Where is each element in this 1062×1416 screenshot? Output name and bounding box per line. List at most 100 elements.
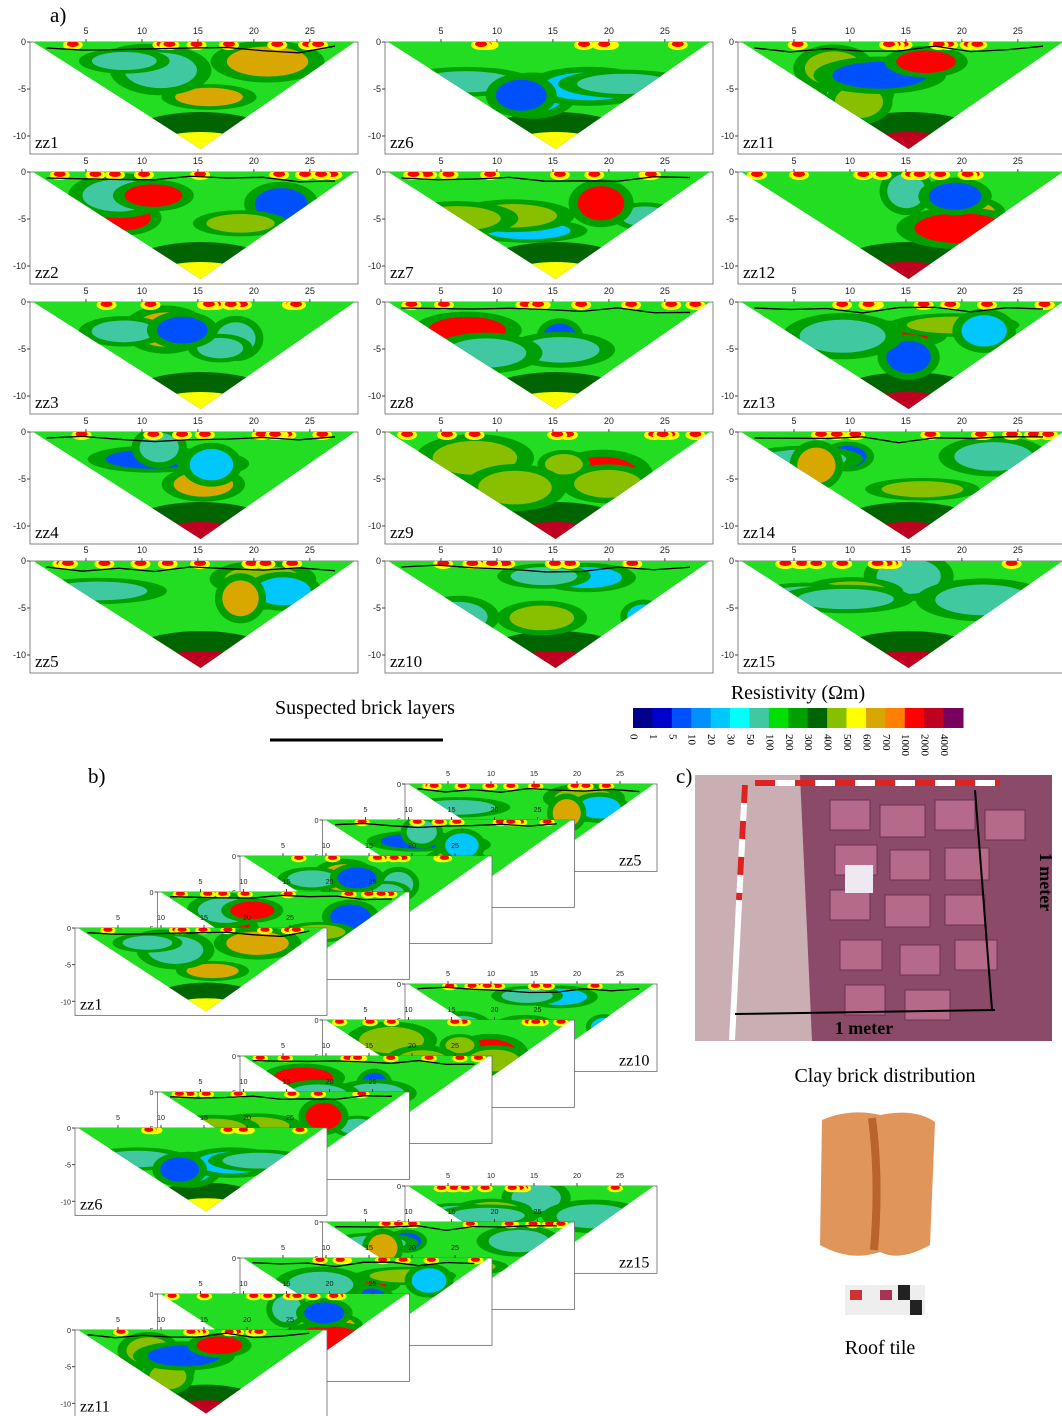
x-tick-label: 5: [83, 545, 88, 555]
anomaly: [412, 1268, 447, 1292]
colorbar-swatch: [808, 708, 828, 728]
x-tick-label: 10: [405, 1207, 413, 1216]
x-tick-label: 25: [660, 545, 670, 555]
x-tick-label: 15: [530, 969, 538, 978]
roof-tile-groove: [872, 1118, 877, 1250]
panel-c: 1 meter 1 meter Clay brick distribution …: [695, 775, 1056, 1359]
colorbar-swatch: [672, 708, 692, 728]
x-tick-label: 25: [534, 1005, 542, 1014]
x-tick-label: 25: [305, 545, 315, 555]
x-tick-label: 10: [137, 545, 147, 555]
x-tick-label: 20: [957, 545, 967, 555]
anomaly: [306, 1103, 342, 1130]
x-tick-label: 20: [326, 1077, 334, 1086]
y-tick-label: -5: [65, 961, 71, 970]
x-tick-label: 10: [487, 969, 495, 978]
anomaly: [206, 214, 274, 233]
x-tick-label: 15: [901, 545, 911, 555]
x-tick-label: 15: [283, 1279, 291, 1288]
x-tick-label: 10: [240, 1077, 248, 1086]
y-tick-label: 0: [21, 37, 26, 47]
profile-label: zz5: [619, 852, 641, 869]
x-tick-label: 10: [845, 156, 855, 166]
profile: 5101520250-5-10zz10: [368, 545, 713, 711]
profile-label: zz11: [80, 1398, 110, 1415]
x-tick-label: 25: [1013, 416, 1023, 426]
y-tick-label: -10: [721, 521, 734, 531]
profile: 5101520250-5-10zz11: [61, 1315, 327, 1416]
profile-label: zz10: [390, 652, 422, 671]
x-tick-label: 15: [901, 26, 911, 36]
y-tick-label: -5: [373, 474, 381, 484]
colorbar-tick-label: 200: [783, 734, 795, 751]
x-tick-label: 15: [548, 416, 558, 426]
colorbar-tick-label: 600: [860, 734, 872, 751]
x-tick-label: 20: [957, 156, 967, 166]
x-tick-label: 10: [322, 1041, 330, 1050]
y-tick-label: -5: [18, 344, 26, 354]
y-tick-label: 0: [397, 780, 401, 789]
anomaly: [190, 449, 234, 480]
profile: 5101520250-5-10zz2: [13, 156, 358, 322]
x-tick-label: 10: [487, 769, 495, 778]
x-tick-label: 15: [448, 805, 456, 814]
x-tick-label: 10: [492, 156, 502, 166]
x-tick-label: 25: [369, 1077, 377, 1086]
x-tick-label: 5: [83, 416, 88, 426]
y-tick-label: 0: [21, 297, 26, 307]
x-tick-label: 5: [116, 1113, 120, 1122]
x-tick-label: 15: [548, 545, 558, 555]
profile-label: zz11: [743, 133, 774, 152]
x-tick-label: 5: [791, 26, 796, 36]
colorbar-tick-label: 5: [666, 734, 678, 740]
x-tick-label: 20: [491, 805, 499, 814]
x-tick-label: 20: [957, 416, 967, 426]
y-tick-label: 0: [67, 924, 71, 933]
x-tick-label: 15: [365, 1041, 373, 1050]
y-tick-label: -10: [721, 261, 734, 271]
y-tick-label: 0: [232, 1254, 236, 1263]
anomaly: [578, 186, 624, 220]
x-tick-label: 20: [491, 1005, 499, 1014]
colorbar-swatch: [866, 708, 886, 728]
x-tick-label: 25: [369, 1279, 377, 1288]
profile-label: zz13: [743, 393, 775, 412]
x-tick-label: 20: [604, 156, 614, 166]
colorbar-title: Resistivity (Ωm): [731, 682, 865, 704]
y-tick-label: 0: [397, 1182, 401, 1191]
x-tick-label: 5: [364, 1207, 368, 1216]
x-tick-label: 25: [534, 1207, 542, 1216]
x-tick-label: 5: [83, 156, 88, 166]
x-tick-label: 15: [448, 1207, 456, 1216]
x-tick-label: 25: [305, 156, 315, 166]
x-tick-label: 25: [305, 416, 315, 426]
y-tick-label: -5: [726, 603, 734, 613]
x-tick-label: 5: [199, 1077, 203, 1086]
y-tick-label: 0: [376, 37, 381, 47]
y-tick-label: -5: [726, 214, 734, 224]
y-tick-label: -10: [13, 521, 26, 531]
x-tick-label: 10: [322, 1243, 330, 1252]
anomaly: [496, 80, 547, 111]
y-tick-label: -10: [368, 521, 381, 531]
anomaly: [304, 1302, 344, 1323]
y-tick-label: 0: [315, 1016, 319, 1025]
colorbar-tick-label: 2000: [919, 734, 931, 757]
panel-label: c): [676, 764, 692, 788]
anomaly: [92, 320, 156, 342]
x-tick-label: 20: [243, 913, 251, 922]
y-tick-label: -10: [368, 391, 381, 401]
x-tick-label: 10: [492, 416, 502, 426]
x-tick-label: 20: [573, 969, 581, 978]
x-tick-label: 15: [530, 1171, 538, 1180]
x-tick-label: 5: [281, 1243, 285, 1252]
y-tick-label: -5: [18, 214, 26, 224]
x-tick-label: 20: [408, 1243, 416, 1252]
x-tick-label: 10: [492, 26, 502, 36]
colorbar-swatch: [749, 708, 769, 728]
colorbar-swatch: [905, 708, 925, 728]
colorbar-tick-label: 300: [802, 734, 814, 751]
x-tick-label: 10: [137, 26, 147, 36]
y-tick-label: 0: [729, 556, 734, 566]
profile-label: zz6: [80, 1196, 102, 1213]
